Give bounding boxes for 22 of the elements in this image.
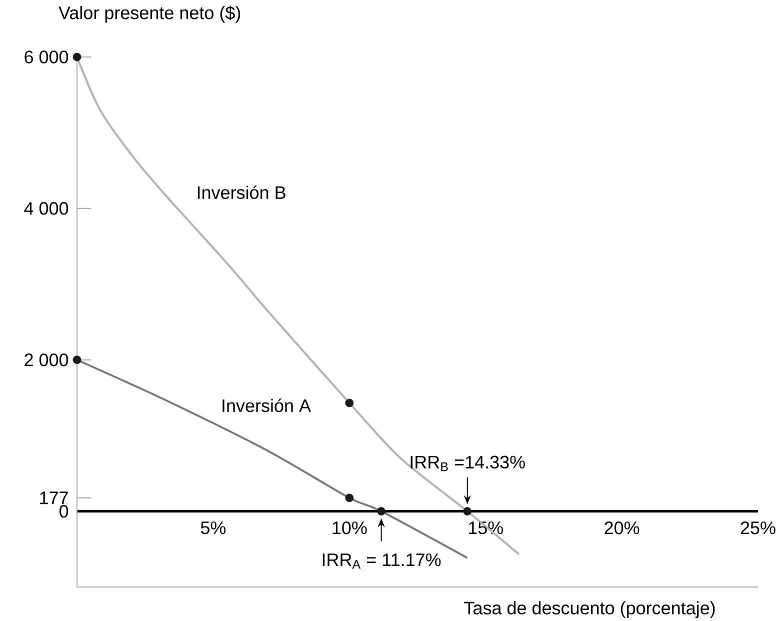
y-tick-label: 4 000 — [24, 202, 68, 215]
y-tick-label: 177 — [40, 492, 68, 504]
y-tick-label: 2 000 — [24, 353, 68, 366]
point — [345, 398, 354, 408]
x-tick-label: 10% — [332, 521, 367, 534]
point — [72, 52, 82, 62]
x-tick-label: 5% — [200, 521, 226, 534]
point — [345, 494, 354, 502]
y-axis-title: Valor presente neto ($) — [58, 6, 240, 23]
x-tick-label: 25% — [740, 521, 776, 534]
annotation: IRR$_{B}$ =14.33% — [410, 456, 525, 472]
series-label: Inversión A — [222, 398, 311, 412]
point — [377, 507, 386, 516]
annotation: IRR$_{A}$ = 11.17% — [322, 553, 441, 569]
point — [463, 507, 472, 516]
x-axis-title: Tasa de descuento (porcentaje) — [464, 601, 715, 618]
x-tick-label: 15% — [468, 521, 503, 534]
x-tick-label: 20% — [604, 521, 640, 534]
y-tick-label: 6 000 — [24, 50, 68, 64]
point — [72, 356, 82, 364]
y-tick-label: 0 — [59, 504, 68, 518]
series-label: Inversión B — [198, 186, 286, 199]
